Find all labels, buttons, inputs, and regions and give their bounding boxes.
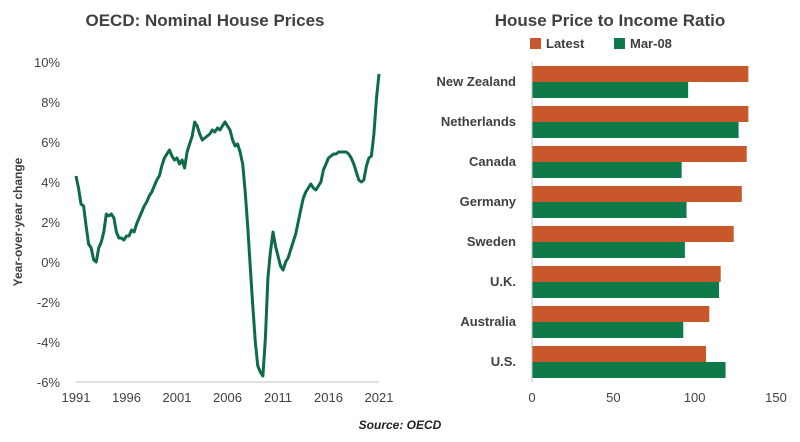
bar-mar08 [532,122,739,138]
y-tick-label: 4% [41,175,60,190]
category-label: Australia [460,314,516,329]
y-tick-label: -4% [37,335,61,350]
legend-swatch-latest [530,38,541,49]
y-tick-label: 0% [41,255,60,270]
bar-latest [532,266,721,282]
x-tick-label: 2016 [314,390,343,405]
category-label: New Zealand [437,74,517,89]
line-chart-title: OECD: Nominal House Prices [85,11,324,30]
bar-latest [532,146,747,162]
source-note: Source: OECD [358,418,442,432]
y-tick-label: 2% [41,215,60,230]
bar-mar08 [532,202,687,218]
y-tick-label: -6% [37,375,61,390]
bar-latest [532,186,742,202]
y-tick-label: -2% [37,295,61,310]
line-chart-house-prices: OECD: Nominal House Prices Year-over-yea… [11,11,394,405]
category-label: Germany [460,194,517,209]
bar-latest [532,226,734,242]
bar-chart-title: House Price to Income Ratio [495,11,726,30]
x-tick-label: 1991 [62,390,91,405]
x-tick-label: 100 [684,390,706,405]
x-tick-label: 0 [528,390,535,405]
x-tick-label: 2011 [264,390,292,405]
bar-mar08 [532,282,720,298]
bar-latest [532,306,710,322]
bar-chart-price-income: House Price to Income Ratio Latest Mar-0… [437,11,787,405]
category-label: Canada [469,154,517,169]
legend-swatch-mar08 [614,38,625,49]
bar-latest [532,346,707,362]
y-axis-label: Year-over-year change [11,157,25,286]
y-tick-label: 8% [41,95,60,110]
bar-latest [532,106,749,122]
x-tick-label: 2021 [365,390,394,405]
category-label: Netherlands [441,114,516,129]
legend-label-mar08: Mar-08 [630,36,672,51]
x-tick-label: 1996 [112,390,141,405]
x-tick-label: 2001 [163,390,192,405]
bar-mar08 [532,82,689,98]
bar-mar08 [532,362,726,378]
series-line [74,73,381,378]
bar-mar08 [532,242,685,258]
x-tick-label: 2006 [213,390,242,405]
x-tick-label: 50 [606,390,620,405]
category-label: U.K. [490,274,516,289]
bar-latest [532,66,749,82]
legend: Latest Mar-08 [530,36,672,51]
x-tick-label: 150 [765,390,787,405]
category-label: Sweden [467,234,516,249]
category-label: U.S. [491,354,516,369]
y-tick-label: 10% [34,55,60,70]
legend-label-latest: Latest [546,36,585,51]
bar-mar08 [532,322,684,338]
bar-mar08 [532,162,682,178]
y-tick-label: 6% [41,135,60,150]
